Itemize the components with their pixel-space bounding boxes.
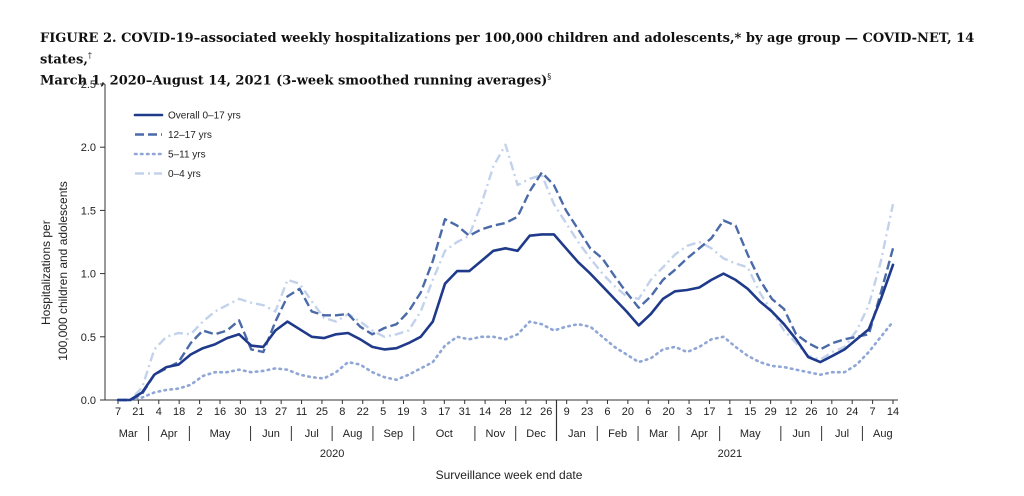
x-tick-label: 17	[703, 406, 715, 418]
x-tick-label: 28	[499, 406, 511, 418]
x-tick-label: 7	[870, 406, 876, 418]
month-label: Oct	[436, 428, 453, 440]
x-tick-label: 26	[540, 406, 552, 418]
y-axis-title-line2: 100,000 children and adolescents	[56, 181, 70, 360]
x-axis-title: Surveillance week end date	[436, 468, 583, 482]
month-label: Jul	[305, 428, 319, 440]
legend-label-age0_4: 0–4 yrs	[168, 169, 201, 180]
y-tick-label: 1.0	[81, 269, 96, 281]
x-tick-label: 4	[156, 406, 162, 418]
month-label: Aug	[873, 428, 893, 440]
x-tick-label: 29	[765, 406, 777, 418]
x-tick-label: 10	[826, 406, 838, 418]
year-label: 2020	[320, 448, 344, 460]
x-tick-label: 13	[255, 406, 267, 418]
x-tick-label: 19	[397, 406, 409, 418]
month-label: Aug	[343, 428, 363, 440]
month-label: Jun	[262, 428, 280, 440]
x-tick-label: 25	[316, 406, 328, 418]
x-tick-label: 18	[173, 406, 185, 418]
x-tick-label: 12	[520, 406, 532, 418]
x-tick-label: 8	[339, 406, 345, 418]
x-tick-label: 15	[744, 406, 756, 418]
x-tick-label: 11	[296, 406, 307, 418]
x-tick-label: 17	[438, 406, 450, 418]
month-label: Dec	[526, 428, 546, 440]
x-tick-label: 27	[275, 406, 287, 418]
x-tick-label: 3	[421, 406, 427, 418]
legend-label-age12_17: 12–17 yrs	[168, 130, 212, 141]
x-tick-label: 26	[805, 406, 817, 418]
month-label: Sep	[384, 428, 404, 440]
x-tick-label: 1	[727, 406, 733, 418]
legend-label-age5_11: 5–11 yrs	[168, 150, 206, 161]
x-tick-label: 9	[564, 406, 570, 418]
x-tick-label: 6	[645, 406, 651, 418]
month-label: Apr	[160, 428, 177, 440]
month-label: May	[210, 428, 231, 440]
y-tick-label: 0.5	[81, 332, 96, 344]
chart-legend: Overall 0–17 yrs 12–17 yrs 5–11 yrs 0–4 yrs	[133, 111, 241, 180]
y-axis-title: Hospitalizations per 100,000 children an…	[39, 181, 70, 360]
x-tick-label: 6	[604, 406, 610, 418]
x-tick-label: 12	[785, 406, 797, 418]
series-line-overall	[116, 233, 895, 402]
legend-label-overall: Overall 0–17 yrs	[168, 111, 241, 122]
x-tick-label: 20	[663, 406, 675, 418]
month-label: Apr	[691, 428, 708, 440]
x-tick-label: 20	[622, 406, 634, 418]
series-lines	[116, 143, 895, 402]
x-tick-label: 31	[459, 406, 471, 418]
month-label: Jul	[835, 428, 849, 440]
y-tick-label: 2.5	[81, 79, 96, 91]
month-label: Nov	[486, 428, 506, 440]
title-footnote-mark-2: §	[547, 72, 552, 82]
x-tick-label: 22	[357, 406, 369, 418]
month-label: Jan	[568, 428, 586, 440]
x-tick-label: 2	[197, 406, 203, 418]
x-tick-label: 16	[214, 406, 226, 418]
month-label: Jun	[792, 428, 810, 440]
x-tick-label: 24	[846, 406, 858, 418]
x-tick-label: 21	[132, 406, 144, 418]
x-tick-label: 14	[887, 406, 899, 418]
y-tick-label: 0.0	[81, 395, 96, 407]
y-axis-title-line1: Hospitalizations per	[39, 220, 53, 325]
x-tick-label: 14	[479, 406, 491, 418]
chart-title-line2: March 1, 2020–August 14, 2021 (3-week sm…	[40, 72, 552, 89]
x-tick-label: 7	[115, 406, 121, 418]
x-tick-label: 23	[581, 406, 593, 418]
chart-axes: 0.00.51.01.52.02.57 21 4 18 2 16 30 13 27 11 25 8 22…	[81, 79, 899, 460]
y-tick-label: 2.0	[81, 142, 96, 154]
series-line-age5_11	[116, 320, 895, 402]
x-tick-label: 5	[380, 406, 386, 418]
month-label: Feb	[608, 428, 627, 440]
chart-title-line1: FIGURE 2. COVID-19–associated weekly hos…	[40, 31, 975, 68]
chart-title: FIGURE 2. COVID-19–associated weekly hos…	[40, 30, 1000, 90]
series-line-age0_4	[118, 143, 895, 402]
month-label: Mar	[649, 428, 668, 440]
year-label: 2021	[718, 448, 742, 460]
title-footnote-mark-1: †	[87, 51, 92, 60]
month-label: May	[740, 428, 761, 440]
x-tick-label: 30	[234, 406, 246, 418]
x-tick-label: 3	[686, 406, 692, 418]
series-line-age12_17	[118, 171, 895, 402]
month-label: Mar	[119, 428, 138, 440]
y-tick-label: 1.5	[81, 205, 96, 217]
